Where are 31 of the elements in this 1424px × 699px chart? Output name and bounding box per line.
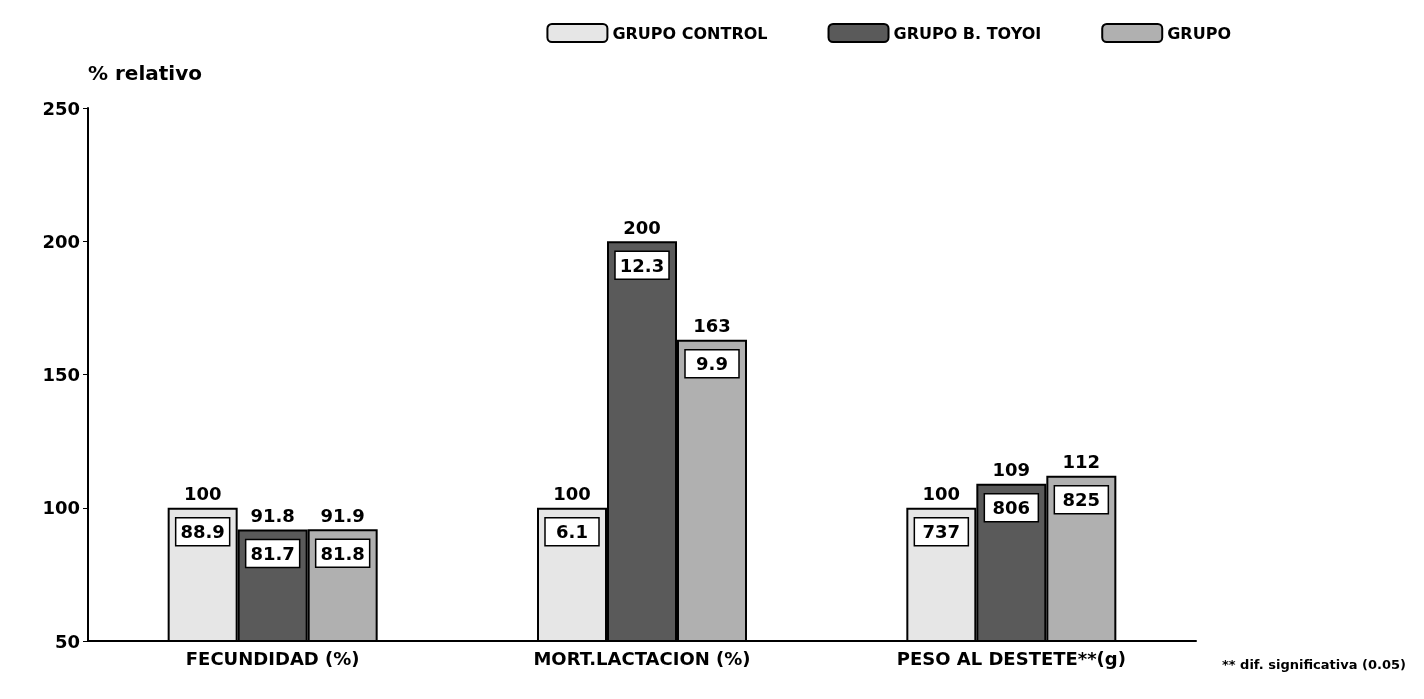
data-label: 112: [1062, 451, 1101, 473]
legend-label: GRUPO: [1167, 23, 1232, 43]
data-label: 100: [922, 483, 961, 505]
annotation: 825: [1062, 489, 1101, 511]
annotation: 737: [922, 521, 961, 543]
annotation: 81.7: [250, 543, 295, 565]
data-label: 100: [183, 483, 222, 505]
legend-label: GRUPO B. TOYOI: [893, 23, 1042, 43]
annotation: 81.8: [320, 542, 365, 564]
x-tick-label: FECUNDIDAD (%): [185, 647, 360, 669]
x-tick-label: PESO AL DESTETE**(g): [896, 647, 1126, 669]
y-tick-label: 100: [42, 497, 80, 519]
annotation: 12.3: [619, 254, 665, 276]
y-tick-label: 150: [42, 364, 80, 385]
data-label: 200: [623, 216, 661, 238]
data-label: 91.8: [250, 505, 295, 527]
data-label: 100: [553, 483, 591, 505]
annotation: 9.9: [696, 353, 728, 375]
y-tick-label: 50: [54, 630, 80, 652]
data-label: 109: [992, 459, 1031, 481]
text: ** dif. significativa (0.05): [1221, 657, 1407, 672]
x-tick-label: MORT.LACTACION (%): [533, 647, 751, 669]
data-label: 91.9: [320, 504, 365, 526]
data-label: 163: [693, 315, 731, 337]
annotation: 806: [992, 497, 1031, 519]
legend-label: GRUPO CONTROL: [612, 23, 768, 43]
y-axis-title: % relativo: [88, 61, 202, 85]
annotation: 6.1: [556, 521, 588, 543]
annotation: 88.9: [180, 521, 225, 543]
y-tick-label: 200: [42, 230, 80, 252]
y-tick-label: 250: [42, 97, 80, 119]
